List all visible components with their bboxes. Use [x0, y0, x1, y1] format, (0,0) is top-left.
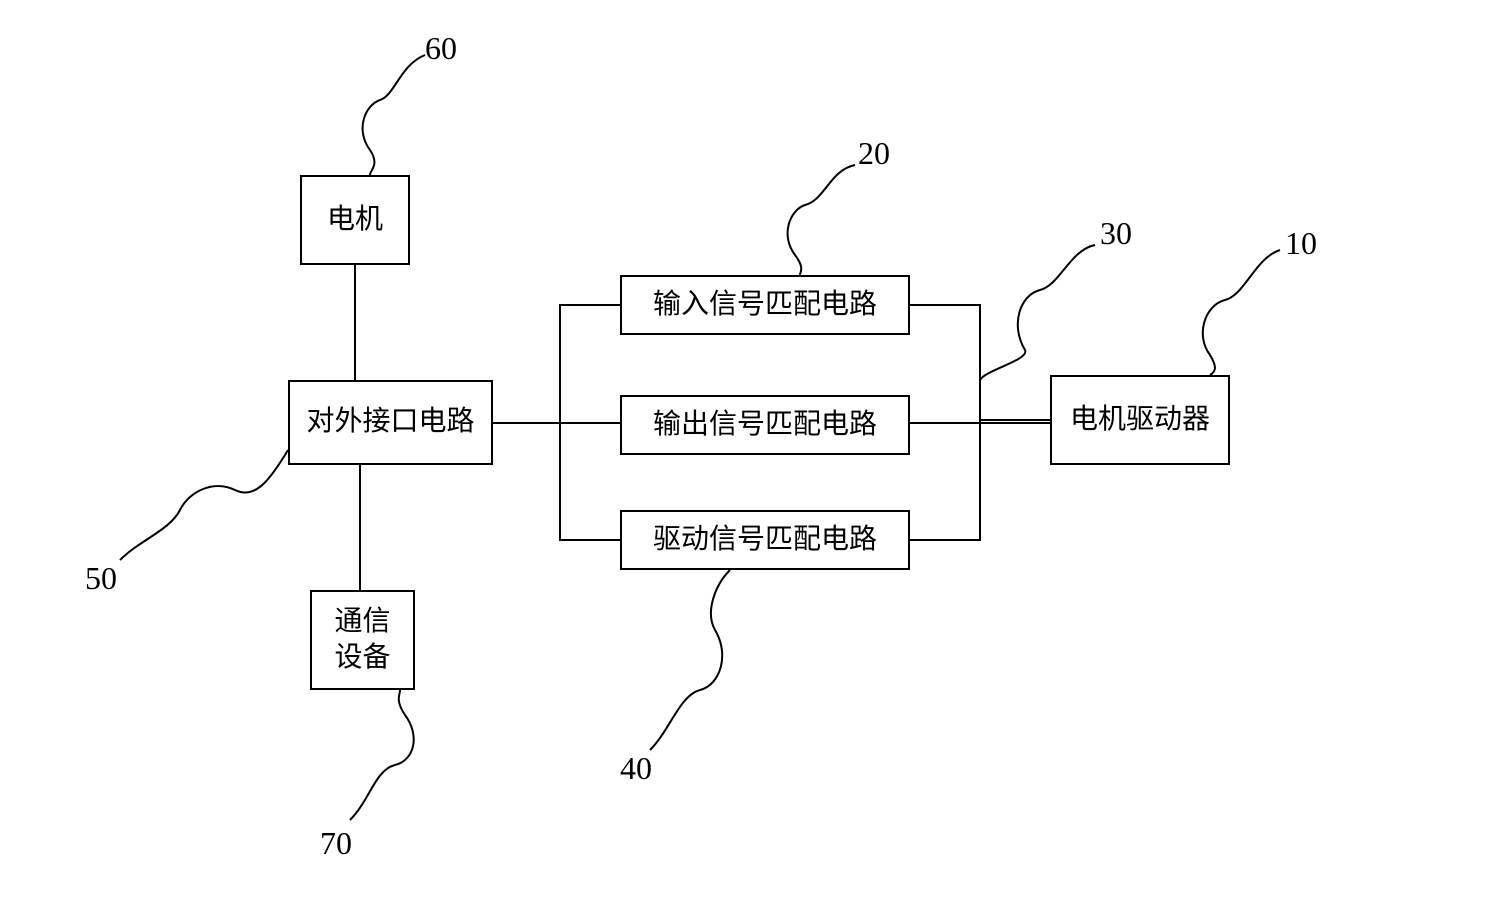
comm-device-box: 通信 设备: [310, 590, 415, 690]
motor-driver-box: 电机驱动器: [1050, 375, 1230, 465]
drive-match-label: 驱动信号匹配电路: [653, 522, 877, 558]
motor-label: 电机: [327, 202, 383, 238]
ref-30: 30: [1100, 215, 1132, 252]
input-match-label: 输入信号匹配电路: [653, 287, 877, 323]
output-match-box: 输出信号匹配电路: [620, 395, 910, 455]
ext-interface-box: 对外接口电路: [288, 380, 493, 465]
ref-10: 10: [1285, 225, 1317, 262]
motor-driver-label: 电机驱动器: [1070, 402, 1210, 438]
ref-50: 50: [85, 560, 117, 597]
drive-match-box: 驱动信号匹配电路: [620, 510, 910, 570]
motor-box: 电机: [300, 175, 410, 265]
ref-40: 40: [620, 750, 652, 787]
ref-20: 20: [858, 135, 890, 172]
ref-70: 70: [320, 825, 352, 862]
output-match-label: 输出信号匹配电路: [653, 407, 877, 443]
ext-interface-label: 对外接口电路: [306, 404, 474, 440]
ref-60: 60: [425, 30, 457, 67]
comm-device-label: 通信 设备: [334, 604, 390, 677]
input-match-box: 输入信号匹配电路: [620, 275, 910, 335]
